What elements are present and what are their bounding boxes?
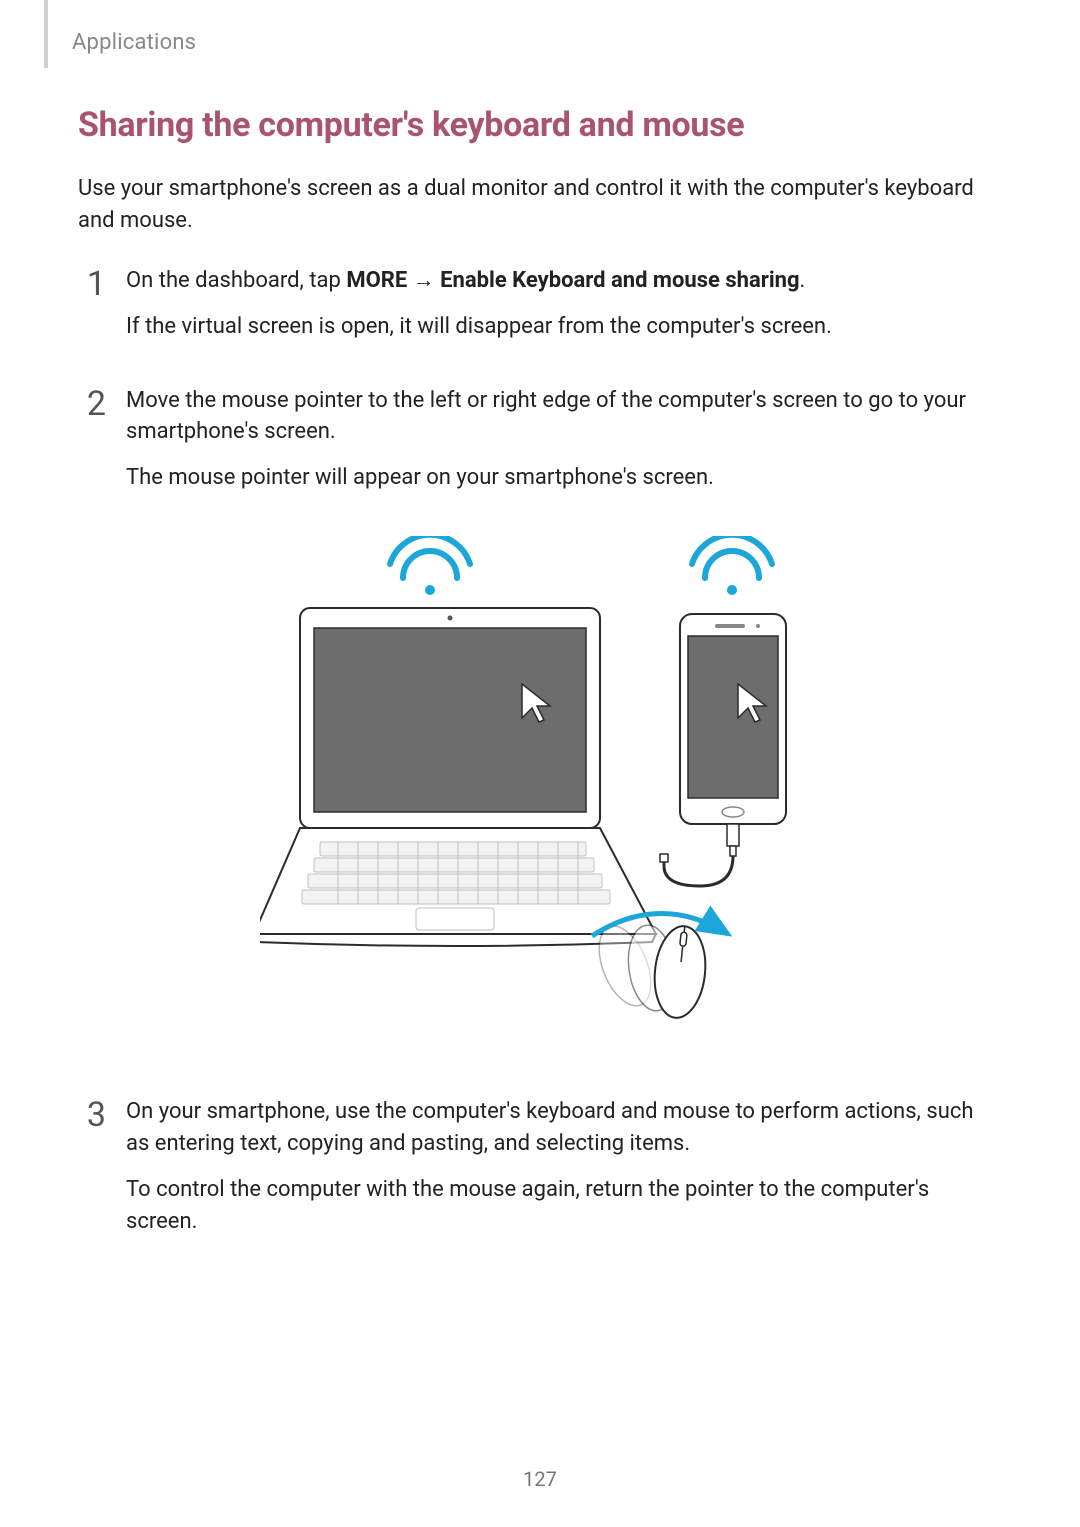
header-crop-mark	[44, 0, 48, 68]
section-title: Sharing the computer's keyboard and mous…	[78, 105, 1002, 145]
step-body: Move the mouse pointer to the left or ri…	[126, 385, 1002, 509]
step-3-line-1: On your smartphone, use the computer's k…	[126, 1096, 1002, 1160]
step-2-line-1: Move the mouse pointer to the left or ri…	[126, 385, 1002, 449]
step-3: 3 On your smartphone, use the computer's…	[78, 1096, 1002, 1252]
step-2: 2 Move the mouse pointer to the left or …	[78, 385, 1002, 509]
step-1-line-2: If the virtual screen is open, it will d…	[126, 311, 832, 343]
breadcrumb: Applications	[72, 30, 196, 55]
text: On the dashboard, tap	[126, 268, 346, 293]
step-body: On your smartphone, use the computer's k…	[126, 1096, 1002, 1252]
section-intro: Use your smartphone's screen as a dual m…	[78, 173, 1002, 237]
devices-illustration	[260, 536, 820, 1056]
step-number: 2	[78, 385, 106, 509]
step-3-line-2: To control the computer with the mouse a…	[126, 1174, 1002, 1238]
step-1: 1 On the dashboard, tap MORE → Enable Ke…	[78, 265, 1002, 357]
illustration-figure	[260, 536, 820, 1056]
enable-label: Enable Keyboard and mouse sharing	[440, 268, 799, 293]
wifi-icon	[390, 536, 470, 595]
text: .	[800, 268, 806, 293]
more-label: MORE	[346, 268, 407, 293]
step-1-line-1: On the dashboard, tap MORE → Enable Keyb…	[126, 265, 832, 297]
step-body: On the dashboard, tap MORE → Enable Keyb…	[126, 265, 832, 357]
step-2-line-2: The mouse pointer will appear on your sm…	[126, 462, 1002, 494]
step-number: 3	[78, 1096, 106, 1252]
arrow: →	[407, 268, 440, 293]
step-number: 1	[78, 265, 106, 357]
wifi-icon	[692, 536, 772, 595]
content-area: Sharing the computer's keyboard and mous…	[78, 105, 1002, 1280]
page: Applications Sharing the computer's keyb…	[0, 0, 1080, 1527]
mouse-icon	[589, 919, 710, 1021]
smartphone-icon	[660, 614, 786, 886]
laptop-icon	[260, 608, 656, 946]
page-number: 127	[0, 1467, 1080, 1491]
